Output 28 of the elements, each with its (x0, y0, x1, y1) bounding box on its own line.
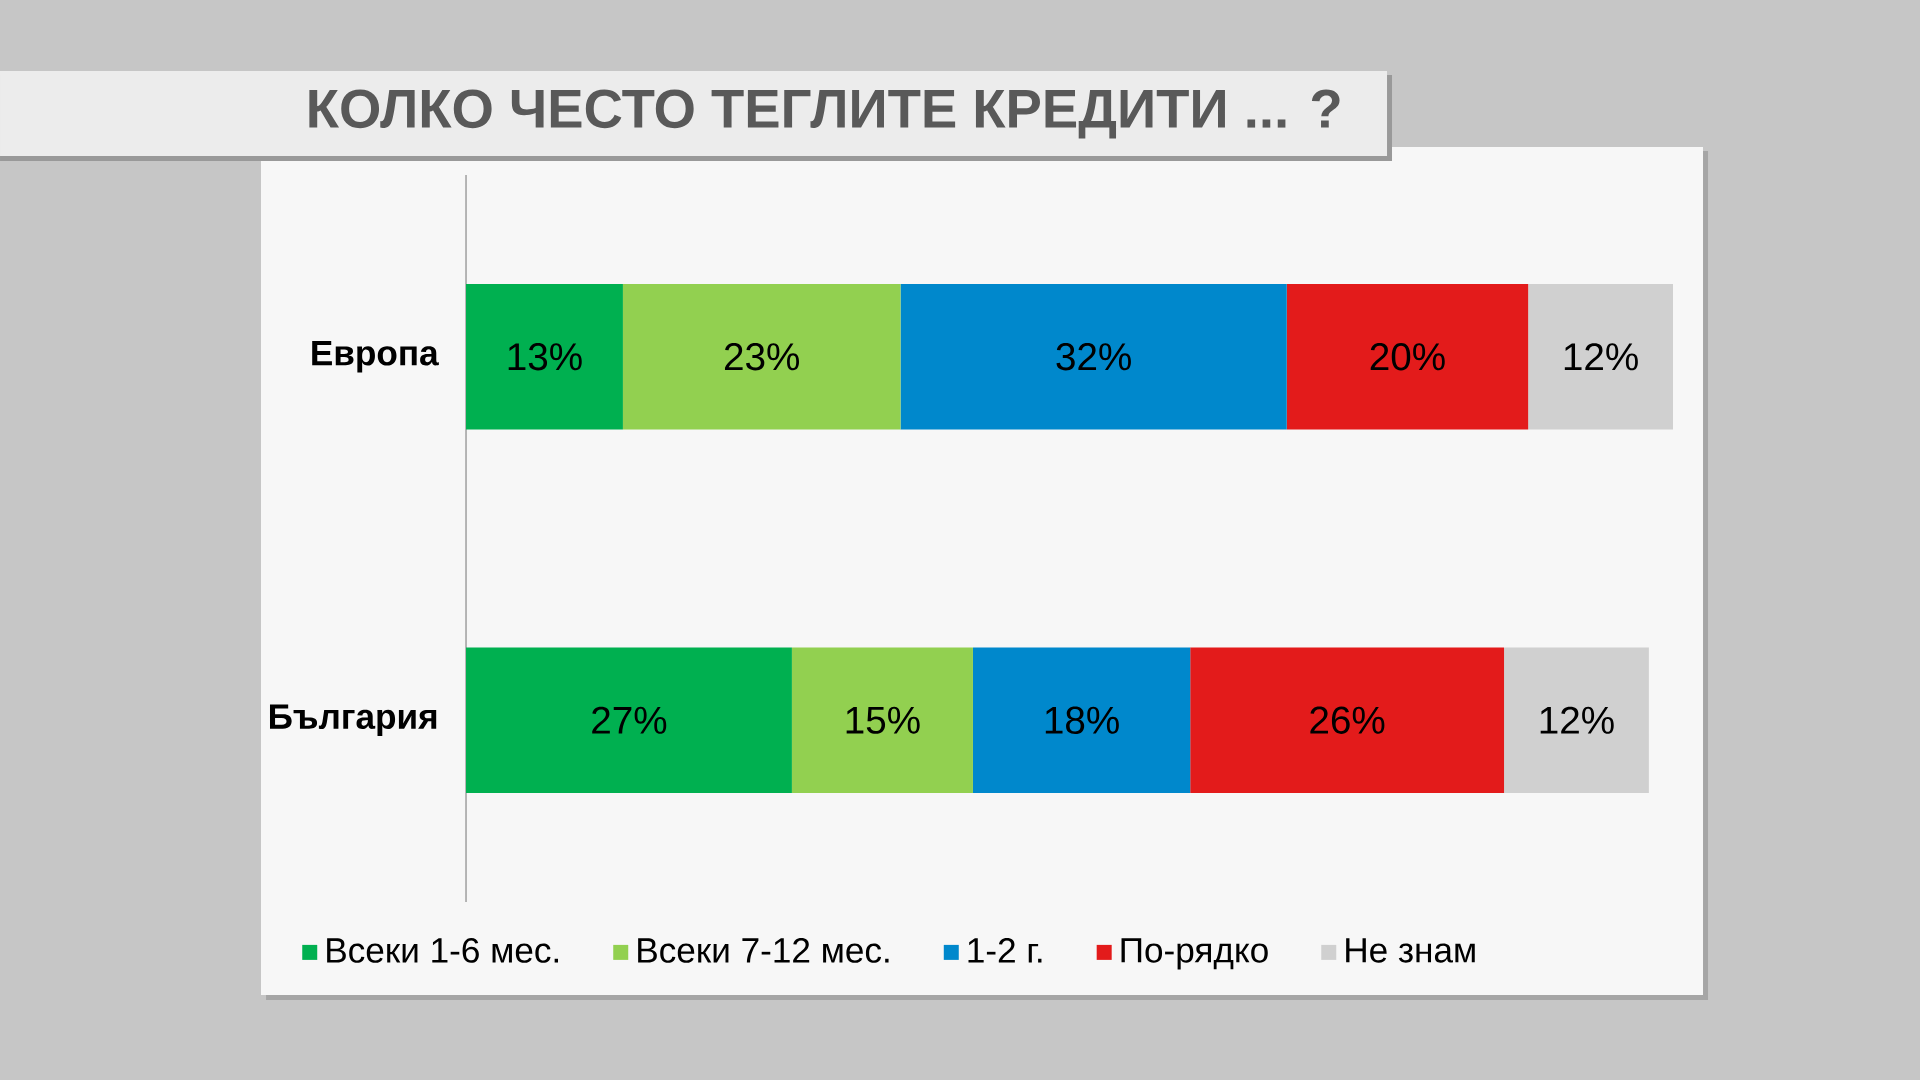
legend-label: Всеки 7-12 мес. (638, 937, 889, 963)
y-tick-label: България (269, 704, 437, 736)
data-label: 12% (1564, 343, 1638, 371)
y-tick-label: Европа (312, 340, 439, 373)
bar (622, 284, 901, 430)
data-label: 20% (1370, 343, 1445, 371)
bar (466, 284, 623, 430)
data-label: 27% (592, 706, 667, 734)
bar (791, 647, 973, 793)
data-label: 32% (1056, 343, 1131, 371)
data-label: 15% (846, 706, 920, 734)
bar (1504, 647, 1649, 793)
data-label: 12% (1540, 706, 1614, 734)
data-label: 26% (1310, 706, 1385, 734)
legend-label: Всеки 1-6 мес. (327, 937, 558, 963)
data-label: 18% (1045, 706, 1119, 734)
bar (466, 647, 792, 793)
legend-label: 1-2 г. (968, 937, 1042, 963)
bar (1190, 647, 1505, 793)
legend-label: Не знам (1346, 938, 1475, 963)
bar (972, 647, 1191, 793)
bar (1286, 284, 1529, 430)
bar (900, 284, 1287, 430)
bar (1528, 284, 1674, 430)
legend-label: По-рядко (1121, 938, 1268, 970)
chart-title: КОЛКО ЧЕСТО ТЕГЛИТЕ КРЕДИТИ ... ? (309, 89, 1340, 139)
data-label: 13% (508, 343, 582, 371)
data-label: 23% (724, 343, 799, 371)
